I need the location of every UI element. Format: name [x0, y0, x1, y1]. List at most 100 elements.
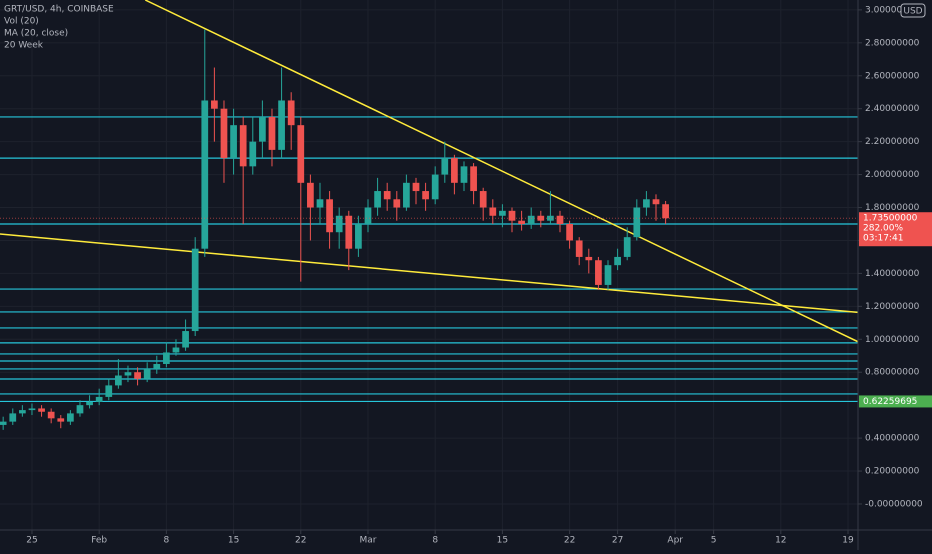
- candle-body: [374, 191, 381, 208]
- candle-body: [335, 215, 343, 233]
- candle-body: [47, 411, 55, 419]
- candle-body: [28, 408, 36, 411]
- candle-body: [527, 215, 535, 224]
- x-tick-label: 8: [164, 536, 170, 546]
- candle-body: [95, 396, 103, 402]
- x-tick-label: 5: [711, 536, 717, 546]
- candle-body: [566, 223, 573, 241]
- x-tick-label: 22: [564, 536, 575, 546]
- candle-body: [451, 158, 458, 183]
- candle-body: [431, 174, 439, 200]
- candle-body: [383, 191, 391, 200]
- candle-body: [345, 215, 353, 249]
- last-price-change: 282.00%: [863, 224, 903, 234]
- candle-body: [278, 100, 285, 150]
- candle-body: [575, 240, 583, 257]
- candle-body: [76, 405, 84, 414]
- indicator-label: Vol (20): [4, 17, 39, 27]
- candle-body: [422, 191, 429, 200]
- candle-body: [403, 182, 410, 208]
- chart-title: GRT/USD, 4h, COINBASE: [4, 5, 114, 15]
- y-tick-label: 2.80000000: [865, 38, 920, 48]
- y-tick-label: 2.00000000: [865, 170, 920, 180]
- candle-body: [191, 248, 199, 332]
- x-tick-label: 12: [775, 536, 786, 546]
- x-tick-label: Mar: [359, 536, 376, 546]
- candle-body: [9, 413, 17, 422]
- axes: 3.00000000 2.80000000 2.60000000 2.40000000…: [26, 5, 932, 546]
- candle-body: [172, 347, 180, 353]
- y-tick-label: 1.00000000: [865, 335, 920, 345]
- candle-body: [211, 100, 218, 109]
- y-tick-label: 0.80000000: [865, 368, 920, 378]
- candle-body: [182, 331, 189, 348]
- y-tick-label: 1.20000000: [865, 302, 920, 312]
- candle-body: [134, 372, 141, 379]
- candle-body: [412, 182, 420, 192]
- candle-body: [67, 413, 74, 422]
- candle-body: [38, 408, 45, 412]
- candle-body: [163, 352, 170, 364]
- last-price-countdown: 03:17:41: [863, 234, 903, 244]
- x-tick-label: 8: [432, 536, 438, 546]
- candle-body: [105, 385, 113, 397]
- candle-body: [547, 215, 554, 221]
- x-tick-label: 27: [612, 536, 623, 546]
- candle-body: [0, 421, 7, 425]
- candle-body: [268, 116, 276, 150]
- candle-body: [297, 125, 305, 183]
- candle-body: [326, 199, 333, 233]
- candle-body: [86, 401, 93, 406]
- candle-body: [499, 210, 506, 216]
- trendline: [144, 0, 858, 343]
- candle-body: [460, 166, 468, 183]
- last-price-box: [859, 212, 932, 247]
- y-tick-label: 0.20000000: [865, 467, 920, 477]
- candle-body: [633, 207, 641, 238]
- candle-body: [124, 372, 132, 376]
- candle-body: [643, 199, 650, 208]
- candle-body: [259, 116, 266, 142]
- candle-body: [604, 265, 612, 285]
- x-tick-label: Apr: [667, 536, 683, 546]
- candle-body: [441, 158, 449, 175]
- candle-body: [364, 207, 372, 224]
- candle-body: [220, 108, 228, 159]
- y-tick-label: 2.60000000: [865, 71, 920, 81]
- last-price-label: 1.73500000: [863, 214, 918, 224]
- y-tick-label: 0.40000000: [865, 434, 920, 444]
- currency-badge[interactable]: [900, 3, 926, 18]
- candle-body: [652, 199, 660, 205]
- x-tick-label: Feb: [91, 536, 107, 546]
- x-tick-label: 19: [842, 536, 854, 546]
- currency-label: USD: [903, 7, 922, 17]
- y-tick-label: 2.40000000: [865, 104, 920, 114]
- candle-body: [508, 210, 516, 221]
- candle-body: [230, 125, 237, 159]
- candle-body: [57, 418, 65, 422]
- candle-body: [316, 199, 324, 208]
- candle-body: [143, 368, 151, 379]
- support-label: 0.62259695: [863, 397, 917, 407]
- y-tick-label: 1.40000000: [865, 269, 920, 279]
- candle-body: [479, 191, 487, 208]
- candle-body: [201, 100, 209, 249]
- candle-body: [19, 410, 26, 414]
- y-tick-label: 1.80000000: [865, 203, 920, 213]
- candle-body: [585, 256, 593, 261]
- candle-body: [307, 182, 314, 208]
- candle-body: [470, 166, 477, 192]
- plot-area: [0, 0, 858, 530]
- candle-body: [287, 100, 295, 126]
- candle-body: [355, 223, 362, 249]
- x-tick-label: 22: [295, 536, 306, 546]
- indicator-label: 20 Week: [4, 41, 44, 51]
- candle-body: [489, 207, 497, 216]
- candle-body: [239, 125, 247, 167]
- candle-body: [249, 141, 257, 167]
- candle-body: [595, 260, 602, 285]
- candle-body: [556, 215, 564, 224]
- candle-body: [115, 375, 122, 386]
